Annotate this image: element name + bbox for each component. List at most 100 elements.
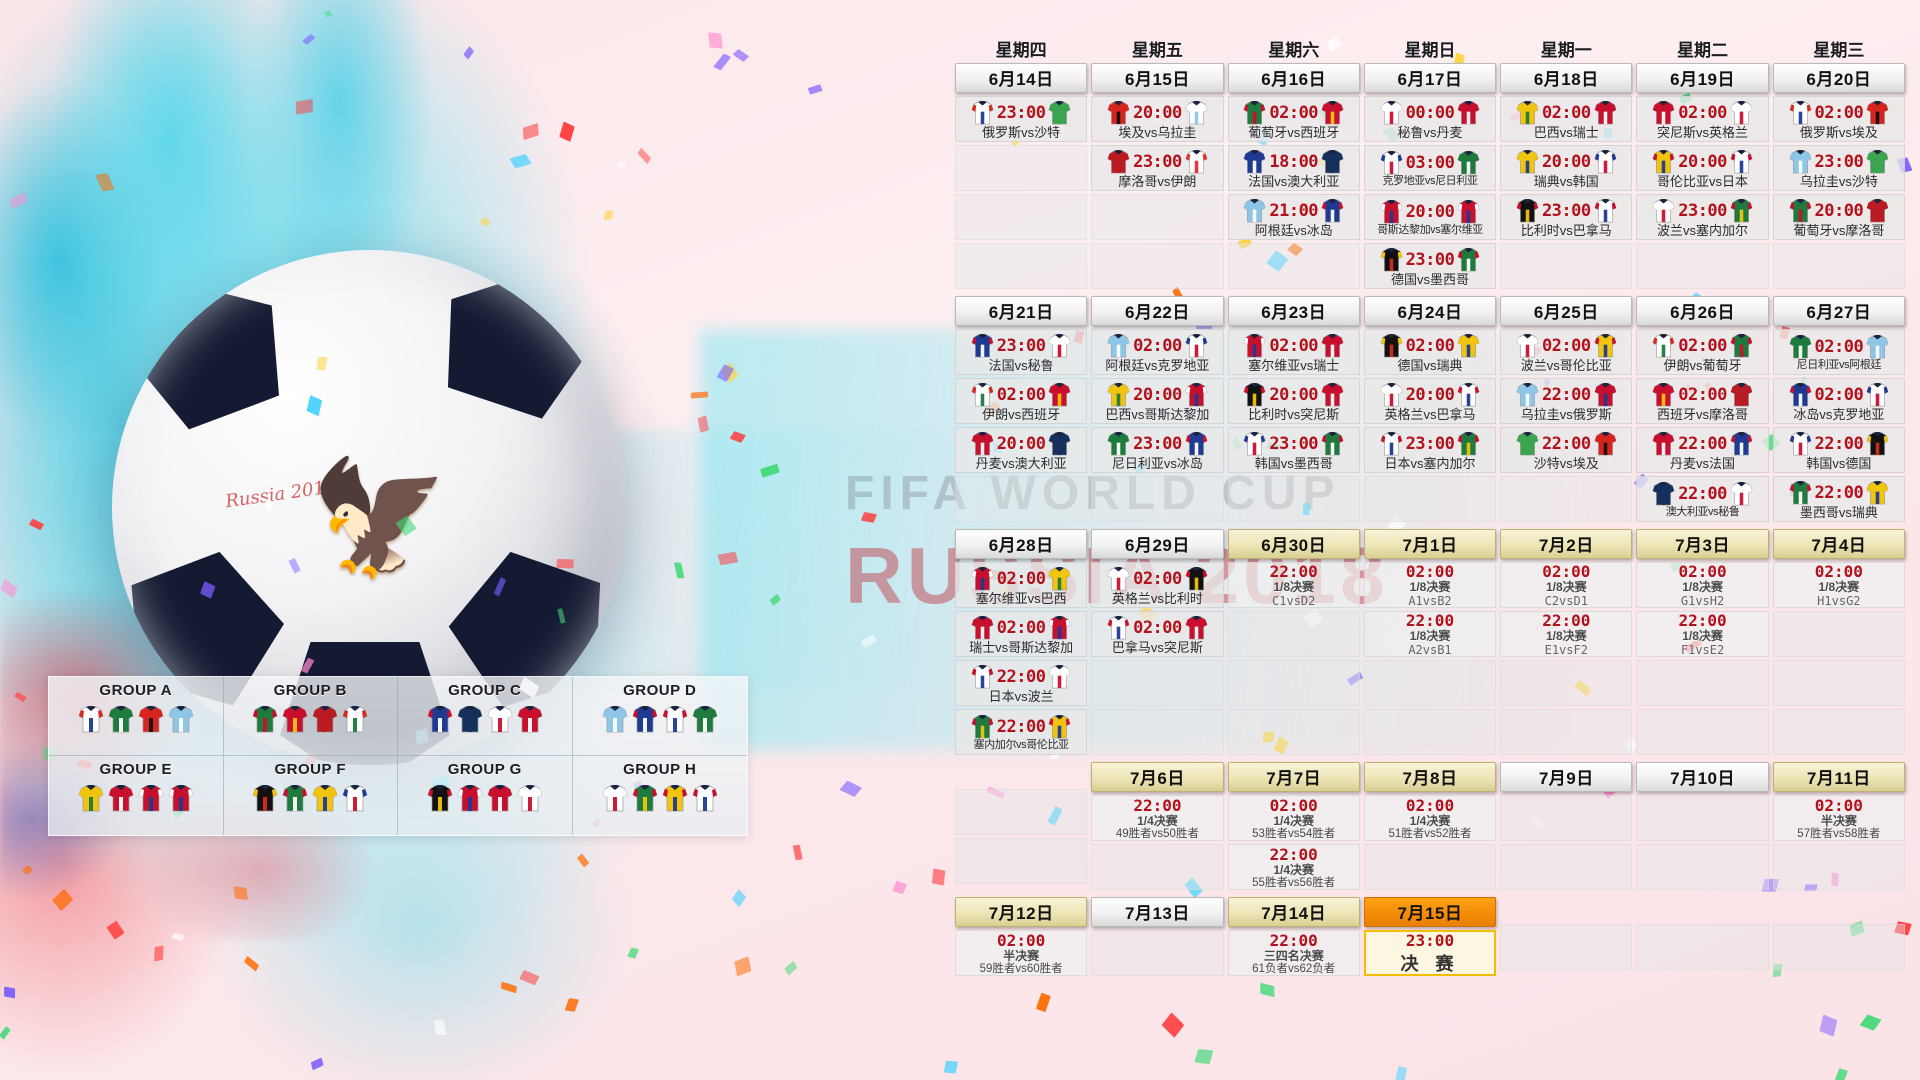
group-team-哥斯达黎加[interactable] — [138, 784, 164, 818]
group-match-card[interactable]: 02:00 阿根廷vs克罗地亚 — [1091, 329, 1224, 375]
date-header[interactable]: 7月7日 — [1227, 762, 1360, 792]
group-match-card[interactable]: 02:00 葡萄牙vs西班牙 — [1227, 96, 1360, 142]
group-match-card[interactable]: 02:00 英格兰vs比利时 — [1091, 562, 1224, 608]
date-header[interactable]: 7月12日 — [955, 897, 1088, 927]
group-match-card[interactable]: 02:00 塞尔维亚vs瑞士 — [1227, 329, 1360, 375]
date-header[interactable]: 7月3日 — [1636, 529, 1769, 559]
date-header[interactable]: 7月6日 — [1091, 762, 1224, 792]
knockout-match-card[interactable]: 22:00 1/4决赛 55胜者vs56胜者 — [1227, 844, 1360, 890]
knockout-match-card[interactable]: 02:00 半决赛 59胜者vs60胜者 — [955, 930, 1088, 976]
group-match-card[interactable]: 20:00 埃及vs乌拉圭 — [1091, 96, 1224, 142]
group-team-巴拿马[interactable] — [457, 784, 483, 818]
date-header[interactable]: 6月22日 — [1091, 296, 1224, 326]
group-match-card[interactable]: 02:00 巴拿马vs突尼斯 — [1091, 611, 1224, 657]
group-match-card[interactable]: 20:00 瑞典vs韩国 — [1500, 145, 1633, 191]
group-match-card[interactable]: 22:00 日本vs波兰 — [955, 660, 1088, 706]
group-match-card[interactable]: 23:00 摩洛哥vs伊朗 — [1091, 145, 1224, 191]
group-match-card[interactable]: 02:00 德国vs瑞典 — [1363, 329, 1497, 375]
group-cell-E[interactable]: GROUP E — [49, 756, 224, 835]
group-match-card[interactable]: 02:00 波兰vs哥伦比亚 — [1500, 329, 1633, 375]
date-header[interactable]: 7月15日 — [1363, 897, 1497, 927]
knockout-match-card[interactable]: 22:00 三四名决赛 61负者vs62负者 — [1227, 930, 1360, 976]
date-header[interactable]: 6月20日 — [1772, 63, 1905, 93]
date-header[interactable]: 6月17日 — [1363, 63, 1497, 93]
group-match-card[interactable]: 22:00 丹麦vs法国 — [1636, 427, 1769, 473]
date-header[interactable]: 6月18日 — [1500, 63, 1633, 93]
group-cell-D[interactable]: GROUP D — [572, 677, 747, 756]
group-match-card[interactable]: 23:00 韩国vs墨西哥 — [1227, 427, 1360, 473]
group-match-card[interactable]: 02:00 冰岛vs克罗地亚 — [1772, 378, 1905, 424]
group-match-card[interactable]: 02:00 伊朗vs西班牙 — [955, 378, 1088, 424]
group-match-card[interactable]: 02:00 瑞士vs哥斯达黎加 — [955, 611, 1088, 657]
group-match-card[interactable]: 03:00 克罗地亚vs尼日利亚 — [1363, 145, 1497, 191]
date-header[interactable]: 7月14日 — [1227, 897, 1360, 927]
group-match-card[interactable]: 22:00 澳大利亚vs秘鲁 — [1636, 476, 1769, 522]
date-header[interactable]: 6月28日 — [955, 529, 1088, 559]
group-match-card[interactable]: 22:00 乌拉圭vs俄罗斯 — [1500, 378, 1633, 424]
group-team-澳大利亚[interactable] — [457, 705, 483, 739]
date-header[interactable]: 6月16日 — [1227, 63, 1360, 93]
date-header[interactable]: 6月19日 — [1636, 63, 1769, 93]
group-team-埃及[interactable] — [138, 705, 164, 739]
group-match-card[interactable]: 23:00 法国vs秘鲁 — [955, 329, 1088, 375]
group-team-比利时[interactable] — [427, 784, 453, 818]
knockout-match-card[interactable]: 02:00 1/8决赛 H1vsG2 — [1772, 562, 1905, 608]
group-match-card[interactable]: 02:00 尼日利亚vs阿根廷 — [1772, 329, 1905, 375]
group-match-card[interactable]: 23:00 尼日利亚vs冰岛 — [1091, 427, 1224, 473]
group-team-韩国[interactable] — [342, 784, 368, 818]
group-team-阿根廷[interactable] — [602, 705, 628, 739]
group-match-card[interactable]: 02:00 俄罗斯vs埃及 — [1772, 96, 1905, 142]
group-team-墨西哥[interactable] — [282, 784, 308, 818]
date-header[interactable]: 6月24日 — [1363, 296, 1497, 326]
date-header[interactable]: 7月9日 — [1500, 762, 1633, 792]
date-header[interactable]: 6月27日 — [1772, 296, 1905, 326]
group-team-哥伦比亚[interactable] — [662, 784, 688, 818]
group-match-card[interactable]: 22:00 韩国vs德国 — [1772, 427, 1905, 473]
knockout-match-card[interactable]: 22:00 1/4决赛 49胜者vs50胜者 — [1091, 795, 1224, 841]
group-team-瑞典[interactable] — [312, 784, 338, 818]
group-match-card[interactable]: 02:00 巴西vs瑞士 — [1500, 96, 1633, 142]
group-cell-C[interactable]: GROUP C — [398, 677, 573, 756]
knockout-match-card[interactable]: 22:00 1/8决赛 C1vsD2 — [1227, 562, 1360, 608]
date-header[interactable]: 6月29日 — [1091, 529, 1224, 559]
group-match-card[interactable]: 20:00 巴西vs哥斯达黎加 — [1091, 378, 1224, 424]
group-cell-G[interactable]: GROUP G — [398, 756, 573, 835]
group-cell-A[interactable]: GROUP A — [49, 677, 224, 756]
group-team-德国[interactable] — [252, 784, 278, 818]
group-cell-B[interactable]: GROUP B — [223, 677, 398, 756]
group-match-card[interactable]: 02:00 伊朗vs葡萄牙 — [1636, 329, 1769, 375]
group-match-card[interactable]: 02:00 突尼斯vs英格兰 — [1636, 96, 1769, 142]
group-match-card[interactable]: 20:00 哥伦比亚vs日本 — [1636, 145, 1769, 191]
date-header[interactable]: 6月21日 — [955, 296, 1088, 326]
group-cell-H[interactable]: GROUP H — [573, 756, 748, 835]
date-header[interactable]: 7月11日 — [1772, 762, 1905, 792]
group-team-尼日利亚[interactable] — [692, 705, 718, 739]
knockout-match-card[interactable]: 02:00 半决赛 57胜者vs58胜者 — [1772, 795, 1905, 841]
group-team-塞尔维亚[interactable] — [168, 784, 194, 818]
group-team-法国[interactable] — [427, 705, 453, 739]
knockout-match-card[interactable]: 22:00 1/8决赛 F1vsE2 — [1636, 611, 1769, 657]
date-header[interactable]: 7月2日 — [1500, 529, 1633, 559]
group-match-card[interactable]: 00:00 秘鲁vs丹麦 — [1363, 96, 1497, 142]
group-team-伊朗[interactable] — [342, 705, 368, 739]
group-team-沙特[interactable] — [108, 705, 134, 739]
group-match-card[interactable]: 21:00 阿根廷vs冰岛 — [1227, 194, 1360, 240]
date-header[interactable]: 7月10日 — [1636, 762, 1769, 792]
group-match-card[interactable]: 18:00 法国vs澳大利亚 — [1227, 145, 1360, 191]
group-team-克罗地亚[interactable] — [662, 705, 688, 739]
group-match-card[interactable]: 23:00 德国vs墨西哥 — [1363, 243, 1497, 289]
group-team-葡萄牙[interactable] — [252, 705, 278, 739]
knockout-match-card[interactable]: 02:00 1/8决赛 A1vsB2 — [1363, 562, 1497, 608]
knockout-match-card[interactable]: 02:00 1/4决赛 51胜者vs52胜者 — [1363, 795, 1497, 841]
group-team-俄罗斯[interactable] — [78, 705, 104, 739]
group-match-card[interactable]: 22:00 沙特vs埃及 — [1500, 427, 1633, 473]
date-header[interactable]: 6月23日 — [1227, 296, 1360, 326]
group-match-card[interactable]: 23:00 波兰vs塞内加尔 — [1636, 194, 1769, 240]
knockout-match-card[interactable]: 22:00 1/8决赛 E1vsF2 — [1500, 611, 1633, 657]
group-match-card[interactable]: 23:00 乌拉圭vs沙特 — [1772, 145, 1905, 191]
group-team-冰岛[interactable] — [632, 705, 658, 739]
group-match-card[interactable]: 20:00 英格兰vs巴拿马 — [1363, 378, 1497, 424]
knockout-match-card[interactable]: 02:00 1/8决赛 G1vsH2 — [1636, 562, 1769, 608]
group-match-card[interactable]: 23:00 俄罗斯vs沙特 — [955, 96, 1088, 142]
date-header[interactable]: 7月8日 — [1363, 762, 1497, 792]
